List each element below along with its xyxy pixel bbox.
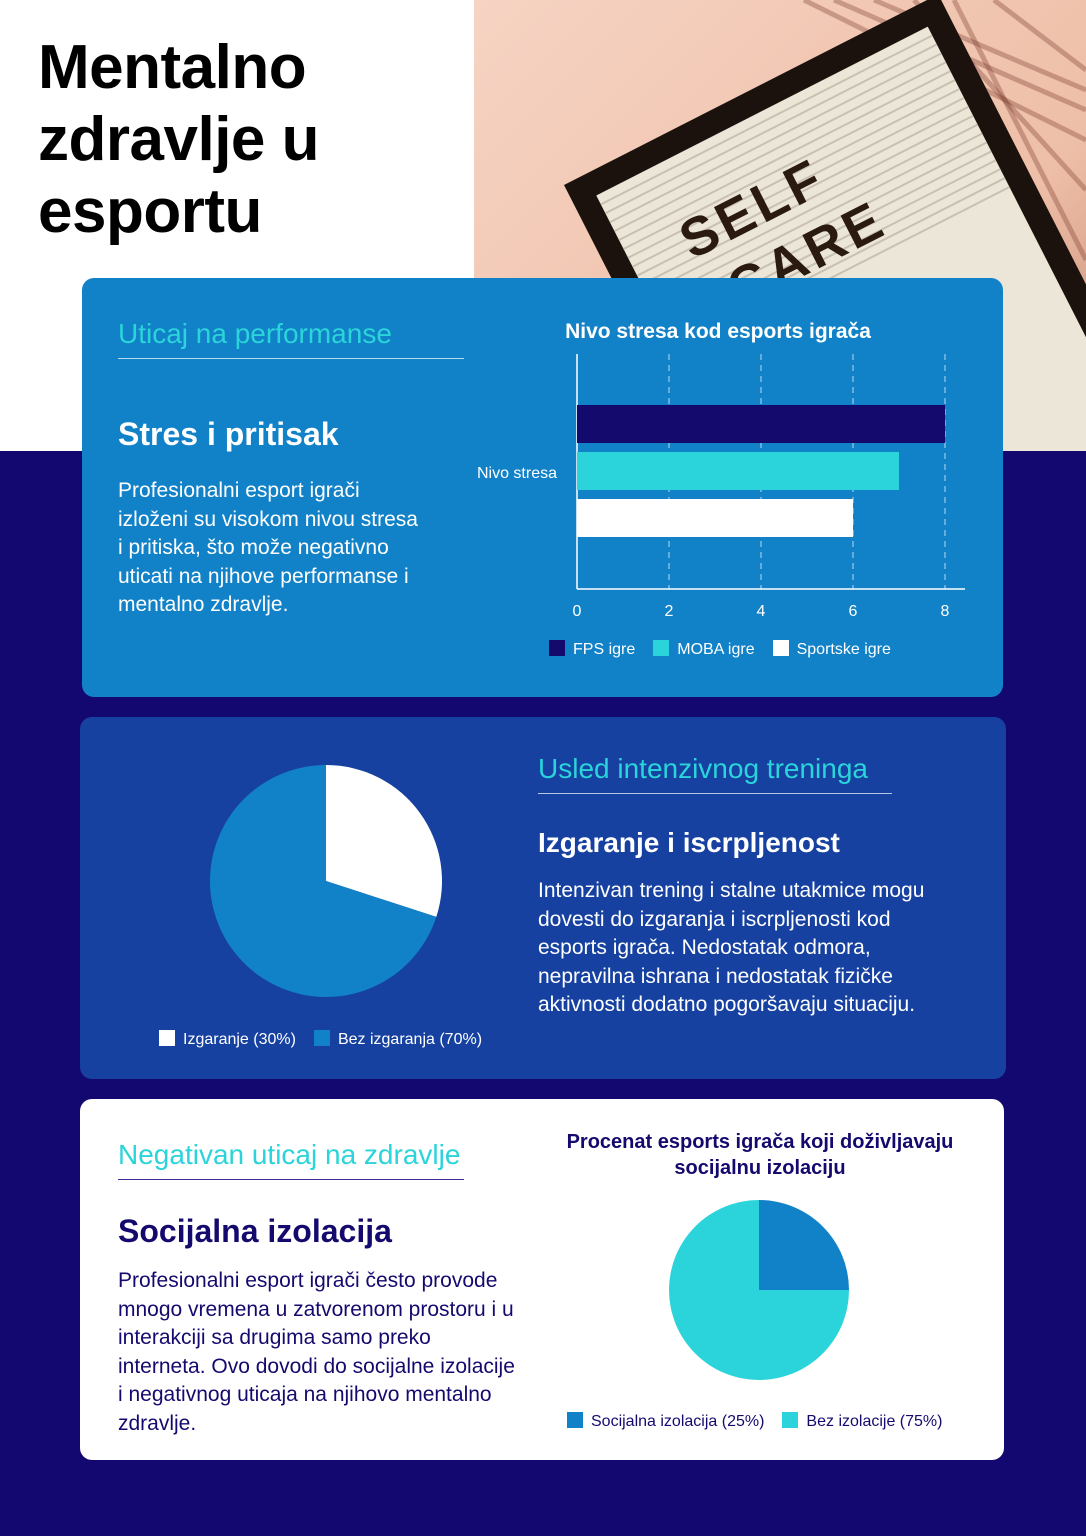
pie-slice: [759, 1200, 849, 1290]
pie-slice: [210, 765, 437, 997]
legend-swatch: [313, 1030, 330, 1046]
legend-label: Bez izgaranja (70%): [337, 1031, 483, 1048]
legend-swatch: [653, 640, 670, 656]
legend-item: FPS igre: [549, 640, 635, 659]
x-tick-label: 8: [941, 603, 950, 620]
page-title: Mentalno zdravlje u esportu: [38, 33, 320, 246]
isolation-pie-chart: [669, 1200, 849, 1380]
bar-moba-igre: [577, 452, 899, 490]
x-tick-label: 2: [665, 603, 674, 620]
legend-item: Bez izolacije (75%): [782, 1412, 942, 1431]
bar-fps-igre: [577, 405, 945, 443]
section-kicker: Usled intenzivnog treninga: [538, 753, 892, 794]
burnout-card: Izgaranje (30%) Bez izgaranja (70%) Usle…: [80, 717, 1006, 1079]
x-tick-label: 0: [573, 603, 582, 620]
legend-item: Izgaranje (30%): [159, 1030, 296, 1049]
pie-legend: Socijalna izolacija (25%) Bez izolacije …: [567, 1412, 942, 1431]
section-body: Profesionalni esport igrači izloženi su …: [118, 479, 418, 616]
stress-bar-chart: Nivo stresa kod esports igrača Nivo stre…: [477, 320, 965, 620]
legend-swatch: [567, 1412, 583, 1428]
legend-item: Socijalna izolacija (25%): [567, 1412, 764, 1431]
pie-slice: [326, 765, 442, 917]
legend-item: Bez izgaranja (70%): [313, 1030, 483, 1049]
x-tick-label: 4: [757, 603, 766, 620]
section-kicker: Negativan uticaj na zdravlje: [118, 1139, 464, 1180]
stress-card: Uticaj na performanse Stres i pritisak P…: [82, 278, 1003, 697]
legend-swatch: [159, 1030, 175, 1046]
isolation-card: Negativan uticaj na zdravlje Socijalna i…: [80, 1099, 1004, 1460]
x-tick-label: 6: [849, 603, 858, 620]
legend-label: Izgaranje (30%): [183, 1031, 296, 1048]
pie-legend: Izgaranje (30%) Bez izgaranja (70%): [159, 1030, 482, 1049]
legend-swatch: [782, 1412, 799, 1428]
legend-label: Bez izolacije (75%): [806, 1413, 943, 1430]
bar-legend: FPS igre MOBA igre Sportske igre: [549, 640, 891, 659]
section-body: Profesionalni esport igrači često provod…: [118, 1269, 515, 1435]
category-label: Nivo stresa: [477, 465, 557, 482]
chart-title: Nivo stresa kod esports igrača: [565, 320, 871, 343]
pie-slice: [669, 1200, 849, 1380]
chart-title: Procenat esports igrača koji doživljavaj…: [566, 1131, 954, 1179]
legend-swatch: [772, 640, 789, 656]
section-heading: Izgaranje i iscrpljenost: [538, 827, 840, 858]
legend-label: FPS igre: [573, 641, 636, 658]
section-kicker: Uticaj na performanse: [118, 318, 464, 359]
legend-label: MOBA igre: [677, 641, 755, 658]
legend-item: Sportske igre: [772, 640, 891, 659]
section-heading: Stres i pritisak: [118, 416, 339, 452]
legend-label: Socijalna izolacija (25%): [591, 1413, 765, 1430]
legend-swatch: [549, 640, 565, 656]
burnout-pie-chart: [210, 765, 442, 997]
legend-label: Sportske igre: [796, 641, 891, 658]
section-body: Intenzivan trening i stalne utakmice mog…: [538, 879, 925, 1016]
legend-item: MOBA igre: [653, 640, 755, 659]
section-heading: Socijalna izolacija: [118, 1213, 392, 1249]
bar-sportske-igre: [577, 499, 853, 537]
